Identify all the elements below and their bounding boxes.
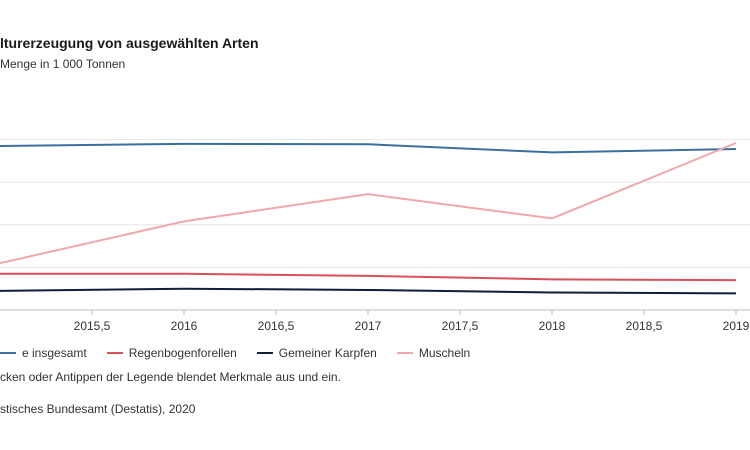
series-line <box>0 142 737 265</box>
legend-swatch <box>256 352 273 354</box>
legend-item-insgesamt[interactable]: e insgesamt <box>0 346 87 360</box>
x-tick-label: 2017 <box>355 319 382 333</box>
x-tick-label: 2018,5 <box>626 319 663 333</box>
x-tick-label: 2018 <box>539 319 566 333</box>
source-note: stisches Bundesamt (Destatis), 2020 <box>0 402 196 416</box>
legend-item-gemeiner-karpfen[interactable]: Gemeiner Karpfen <box>256 346 377 360</box>
x-tick-label: 2019 <box>723 319 750 333</box>
series-line <box>0 287 737 295</box>
chart-subtitle: Menge in 1 000 Tonnen <box>0 57 126 71</box>
series-line <box>0 272 737 282</box>
x-tick-label: 2015,5 <box>74 319 111 333</box>
x-tick-label: 2016 <box>171 319 198 333</box>
x-tick-label: 2016,5 <box>258 319 295 333</box>
legend-item-regenbogenforellen[interactable]: Regenbogenforellen <box>106 346 237 360</box>
chart-legend: e insgesamt Regenbogenforellen Gemeiner … <box>0 346 490 360</box>
line-chart: 2015,5 2016 2016,5 2017 2017,5 2018 2018,5 2019 <box>0 139 750 333</box>
x-tick-label: 2017,5 <box>442 319 479 333</box>
legend-label: Muscheln <box>418 346 471 360</box>
legend-item-muscheln[interactable]: Muscheln <box>396 346 471 360</box>
series-line <box>0 142 737 154</box>
legend-swatch <box>0 352 16 354</box>
legend-swatch <box>396 352 413 354</box>
legend-hint: cken oder Antippen der Legende blendet M… <box>0 370 341 384</box>
chart-title: lturerzeugung von ausgewählten Arten <box>0 35 259 51</box>
legend-label: e insgesamt <box>22 346 87 360</box>
legend-label: Gemeiner Karpfen <box>278 346 377 360</box>
legend-swatch <box>106 352 123 354</box>
legend-label: Regenbogenforellen <box>128 346 237 360</box>
